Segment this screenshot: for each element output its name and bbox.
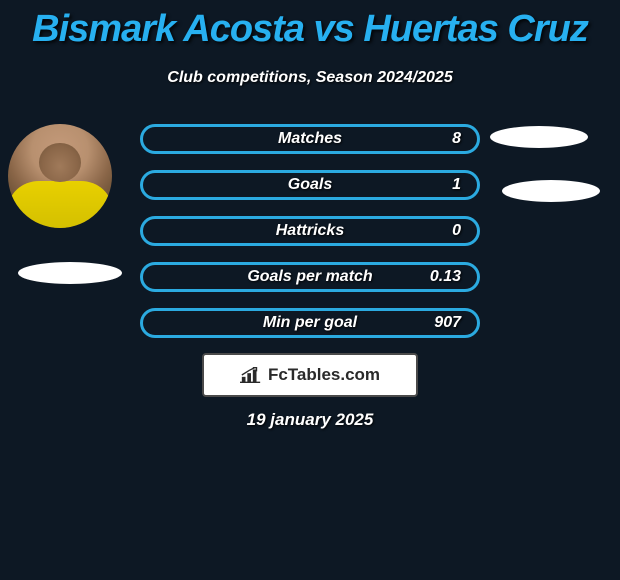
- stat-label: Goals per match: [247, 268, 372, 286]
- stat-label: Min per goal: [263, 314, 357, 332]
- shadow-oval-right-1: [490, 126, 588, 148]
- shadow-oval-right-2: [502, 180, 600, 202]
- stat-label: Goals: [288, 176, 332, 194]
- chart-icon: [240, 365, 262, 385]
- stat-value: 1: [452, 176, 461, 194]
- stat-value: 907: [434, 314, 461, 332]
- stat-row: Goals 1: [140, 170, 480, 200]
- stat-label: Hattricks: [276, 222, 344, 240]
- stat-value: 0: [452, 222, 461, 240]
- stat-value: 0.13: [430, 268, 461, 286]
- stat-row: Min per goal 907: [140, 308, 480, 338]
- footer-badge[interactable]: FcTables.com: [202, 353, 418, 397]
- stat-label: Matches: [278, 130, 342, 148]
- stats-container: Matches 8 Goals 1 Hattricks 0 Goals per …: [140, 124, 480, 354]
- stat-value: 8: [452, 130, 461, 148]
- player-avatar-left: [8, 124, 112, 228]
- stat-row: Matches 8: [140, 124, 480, 154]
- shadow-oval-left: [18, 262, 122, 284]
- stat-row: Goals per match 0.13: [140, 262, 480, 292]
- subtitle: Club competitions, Season 2024/2025: [0, 69, 620, 87]
- date-text: 19 january 2025: [0, 410, 620, 430]
- stat-row: Hattricks 0: [140, 216, 480, 246]
- page-title: Bismark Acosta vs Huertas Cruz: [0, 0, 620, 51]
- badge-text: FcTables.com: [268, 365, 380, 385]
